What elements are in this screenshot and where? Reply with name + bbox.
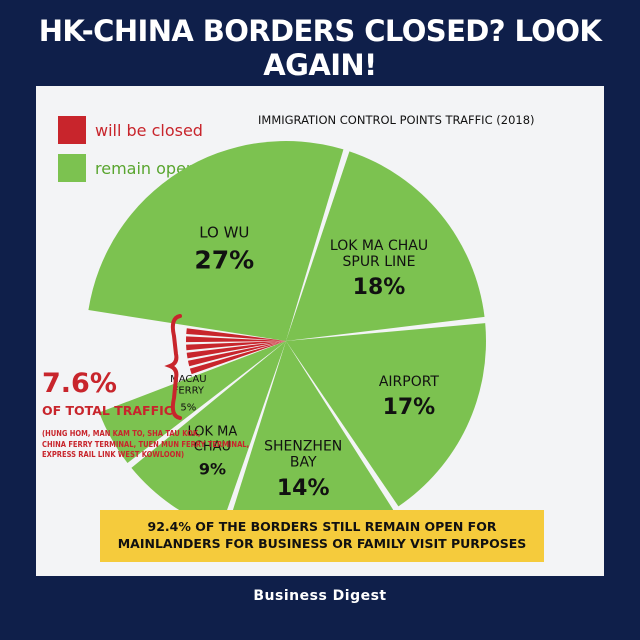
infographic-panel: will be closed remain open IMMIGRATION C… (36, 86, 604, 576)
pie-slice-lok-ma-chau-spur-line (286, 151, 485, 341)
headline: HK-CHINA BORDERS CLOSED? LOOK AGAIN! (38, 14, 602, 82)
legend-open-label: remain open (95, 158, 197, 178)
source-credit: Business Digest (253, 588, 387, 604)
pie-slice-label: LOK MA CHAU 9% (188, 425, 238, 479)
pie-slice-macau-ferry (99, 341, 286, 463)
pie-slice-airport (286, 323, 486, 507)
pie-chart: LO WU 27% LOK MA CHAU SPUR LINE 18% AIRPORT 17… (88, 141, 486, 541)
callout-line: MAINLANDERS FOR BUSINESS OR FAMILY VISIT… (117, 536, 527, 551)
legend-open: remain open (58, 154, 196, 182)
pie-slice-lok-ma-chau (131, 341, 286, 530)
closed-total-label: OF TOTAL TRAFFIC (42, 403, 173, 418)
legend-closed-label: will be closed (95, 120, 203, 140)
pie-slice-closed (187, 341, 286, 367)
legend-open-swatch (58, 154, 86, 182)
pie-slice-label: LOK MA CHAU SPUR LINE 18% (330, 238, 428, 300)
callout-line: 92.4% OF THE BORDERS STILL REMAIN OPEN F… (147, 519, 497, 535)
closed-brace (164, 314, 182, 420)
pie-slice-label: AIRPORT 17% (379, 374, 440, 420)
chart-title: IMMIGRATION CONTROL POINTS TRAFFIC (2018… (258, 113, 535, 127)
pie-slice-label: SHENZHEN BAY 14% (264, 439, 342, 501)
closed-total-percent: 7.6% (42, 368, 117, 399)
legend-closed: will be closed (58, 116, 203, 144)
pie-slice-label: MACAU FERRY 5% (170, 374, 206, 414)
pie-slice-closed (186, 341, 286, 351)
callout-box: 92.4% OF THE BORDERS STILL REMAIN OPEN F… (100, 510, 544, 562)
pie-slice-closed (186, 328, 286, 341)
pie-slice-lo-wu (88, 141, 344, 341)
closed-points-line: CHINA FERRY TERMINAL, TUEN MUN FERRY TER… (42, 439, 250, 449)
pie-slice-closed (189, 341, 286, 375)
pie-slice-shenzhen-bay (226, 341, 394, 541)
pie-slice-label: LO WU 27% (194, 224, 254, 275)
closed-points-line: (HUNG HOM, MAN KAM TO, SHA TAU KOK, (42, 429, 201, 438)
pie-slice-closed (186, 341, 286, 359)
closed-points-line: EXPRESS RAIL LINK WEST KOWLOON) (42, 450, 185, 459)
pie-slice-closed (186, 336, 286, 343)
legend-closed-swatch (58, 116, 86, 144)
closed-points-list: (HUNG HOM, MAN KAM TO, SHA TAU KOK, CHIN… (42, 429, 312, 461)
